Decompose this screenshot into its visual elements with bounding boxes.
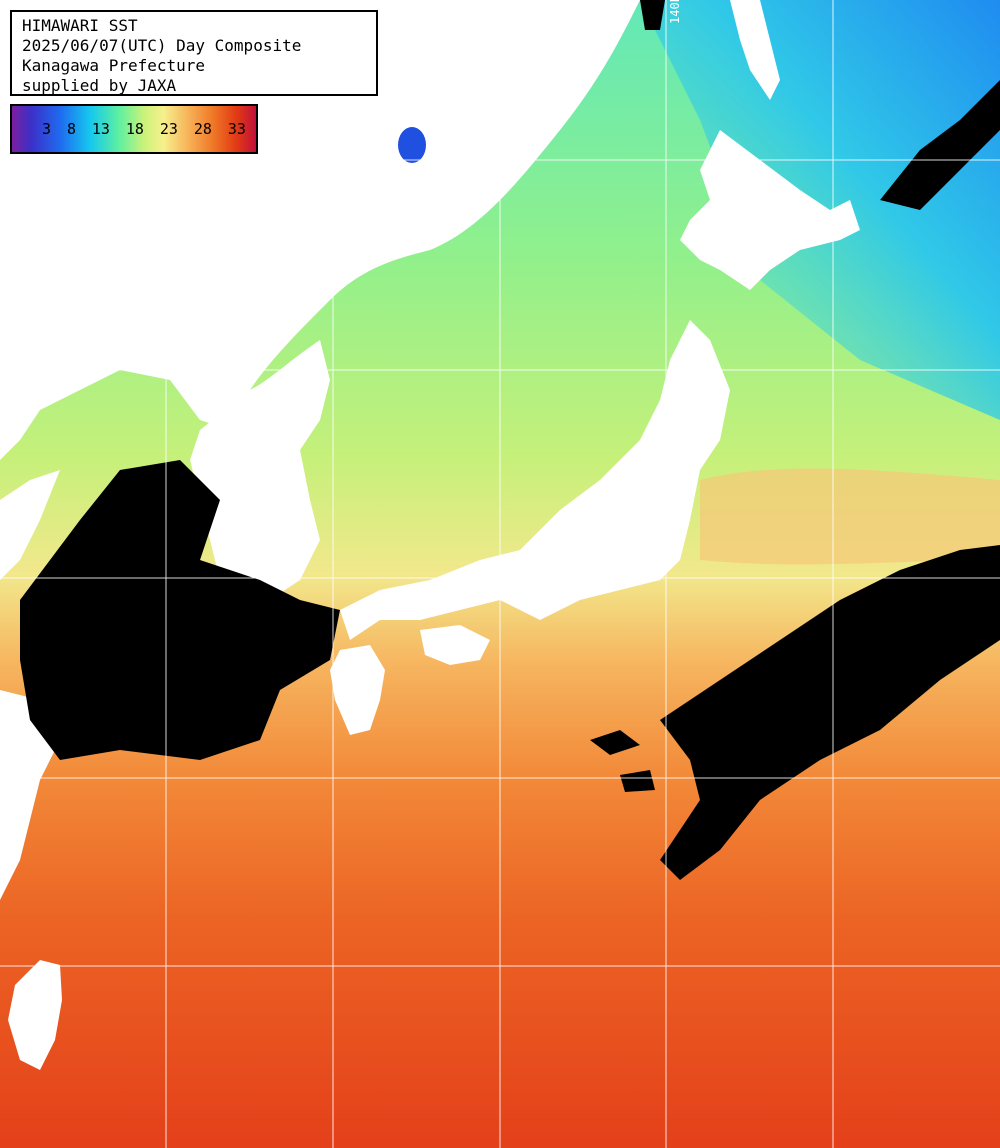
legend-tick: 33	[227, 120, 246, 138]
blue-lake	[398, 127, 426, 163]
land-shikoku	[420, 625, 490, 665]
legend-tick: 3	[41, 120, 51, 138]
title-line-4: supplied by JAXA	[22, 76, 177, 95]
title-line-3: Kanagawa Prefecture	[22, 56, 206, 75]
grid-label-40n: 40N	[14, 355, 36, 369]
color-legend: 3 8 13 18 23 28 33	[10, 104, 258, 154]
legend-tick: 28	[193, 120, 212, 138]
grid-label-140e: 140E	[668, 0, 682, 24]
land-china-coast	[0, 470, 60, 900]
cloud-mask-ne-corner	[640, 0, 665, 30]
land-taiwan	[8, 960, 62, 1070]
land-hokkaido	[680, 130, 860, 290]
legend-tick: 8	[66, 120, 76, 138]
cloud-mask-west	[20, 460, 340, 760]
title-box: HIMAWARI SST 2025/06/07(UTC) Day Composi…	[10, 10, 378, 96]
legend-tick: 13	[91, 120, 110, 138]
cloud-mask-northeast	[880, 80, 1000, 210]
cloud-mask-patch	[590, 730, 655, 792]
kuroshio-warm-band	[700, 468, 1000, 565]
land-kyushu	[330, 645, 385, 735]
legend-tick: 23	[159, 120, 178, 138]
legend-tick: 18	[125, 120, 144, 138]
title-line-2: 2025/06/07(UTC) Day Composite	[22, 36, 302, 55]
land-honshu	[340, 320, 730, 640]
land-korea	[190, 340, 330, 610]
cloud-mask-east	[660, 545, 1000, 880]
title-line-1: HIMAWARI SST	[22, 16, 138, 35]
grid-label-30n: 30N	[14, 762, 36, 776]
land-sakhalin	[730, 0, 780, 100]
